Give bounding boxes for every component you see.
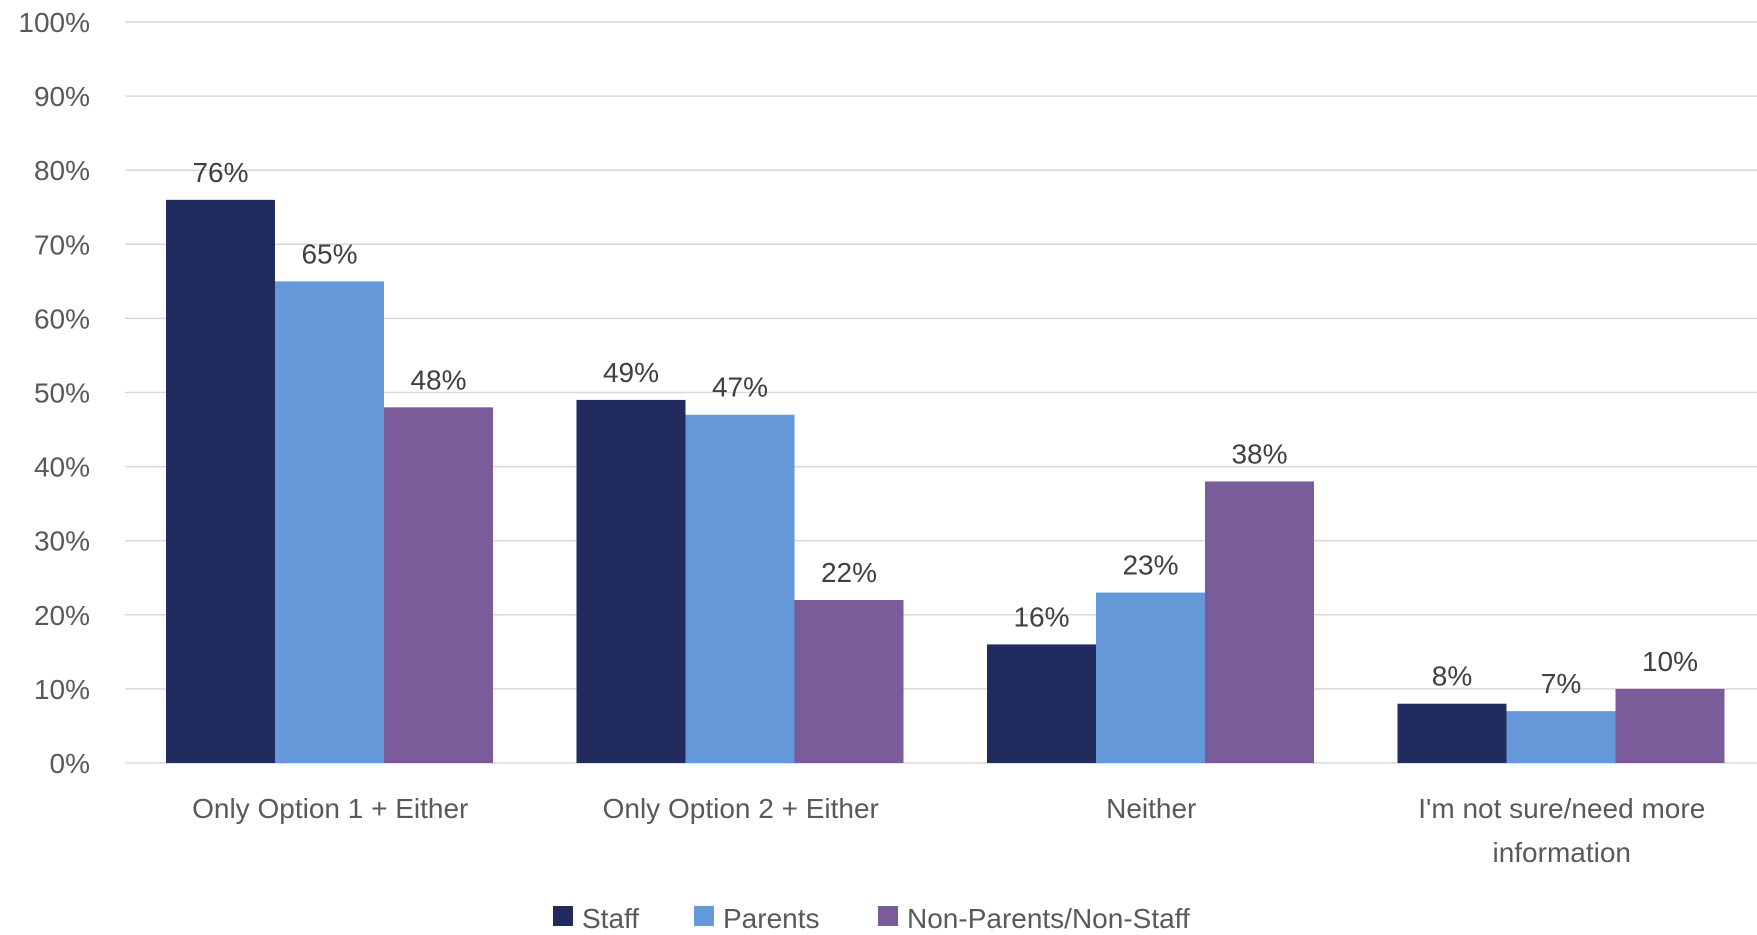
legend-label: Staff bbox=[582, 903, 639, 934]
bar bbox=[1397, 703, 1507, 763]
data-label: 22% bbox=[821, 557, 877, 588]
data-label: 23% bbox=[1122, 550, 1178, 581]
data-label: 76% bbox=[192, 157, 248, 188]
y-tick-label: 10% bbox=[34, 674, 90, 705]
category-label-line: Only Option 1 + Either bbox=[192, 793, 468, 824]
y-tick-label: 50% bbox=[34, 378, 90, 409]
y-tick-label: 0% bbox=[50, 748, 90, 779]
category-label-line: I'm not sure/need more bbox=[1418, 793, 1705, 824]
category-label: Only Option 2 + Either bbox=[603, 793, 879, 824]
bars bbox=[166, 199, 1725, 764]
bar bbox=[685, 414, 795, 763]
data-labels: 76% 49% 16% 8% 65% 47% 23% 7% 48% 22% 38% 10% bbox=[192, 157, 1698, 699]
data-label: 10% bbox=[1642, 646, 1698, 677]
legend: Staff Parents Non-Parents/Non-Staff bbox=[553, 903, 1190, 934]
data-label: 48% bbox=[410, 364, 466, 395]
data-label: 65% bbox=[301, 238, 357, 269]
data-label: 38% bbox=[1231, 438, 1287, 469]
y-axis-tick-labels: 0% 10% 20% 30% 40% 50% 60% 70% 80% 90% 100% bbox=[18, 7, 90, 779]
data-label: 16% bbox=[1013, 601, 1069, 632]
bar bbox=[384, 407, 493, 763]
category-label-line: Only Option 2 + Either bbox=[603, 793, 879, 824]
y-tick-label: 30% bbox=[34, 526, 90, 557]
legend-label: Parents bbox=[723, 903, 820, 934]
legend-label: Non-Parents/Non-Staff bbox=[907, 903, 1190, 934]
legend-swatch bbox=[878, 906, 898, 926]
category-label: Neither bbox=[1106, 793, 1196, 824]
bar bbox=[987, 644, 1096, 763]
y-tick-label: 20% bbox=[34, 600, 90, 631]
y-tick-label: 100% bbox=[18, 7, 90, 38]
y-tick-label: 60% bbox=[34, 303, 90, 334]
bar bbox=[794, 599, 904, 763]
y-tick-label: 80% bbox=[34, 155, 90, 186]
bar bbox=[275, 281, 384, 763]
bar bbox=[576, 399, 686, 763]
data-label: 8% bbox=[1432, 661, 1472, 692]
y-tick-label: 90% bbox=[34, 81, 90, 112]
y-tick-label: 40% bbox=[34, 452, 90, 483]
bar bbox=[1506, 711, 1616, 763]
bar bbox=[1096, 592, 1205, 763]
category-label: I'm not sure/need more information bbox=[1418, 793, 1705, 868]
bar bbox=[166, 199, 275, 764]
category-label: Only Option 1 + Either bbox=[192, 793, 468, 824]
legend-swatch bbox=[694, 906, 714, 926]
data-label: 47% bbox=[712, 372, 768, 403]
data-label: 7% bbox=[1541, 668, 1581, 699]
y-tick-label: 70% bbox=[34, 229, 90, 260]
category-label-line: information bbox=[1492, 837, 1631, 868]
data-label: 49% bbox=[603, 357, 659, 388]
x-axis-category-labels: Only Option 1 + Either Only Option 2 + Ei… bbox=[192, 793, 1705, 868]
bar bbox=[1615, 688, 1725, 763]
category-label-line: Neither bbox=[1106, 793, 1196, 824]
bar bbox=[1205, 481, 1314, 763]
legend-swatch bbox=[553, 906, 573, 926]
